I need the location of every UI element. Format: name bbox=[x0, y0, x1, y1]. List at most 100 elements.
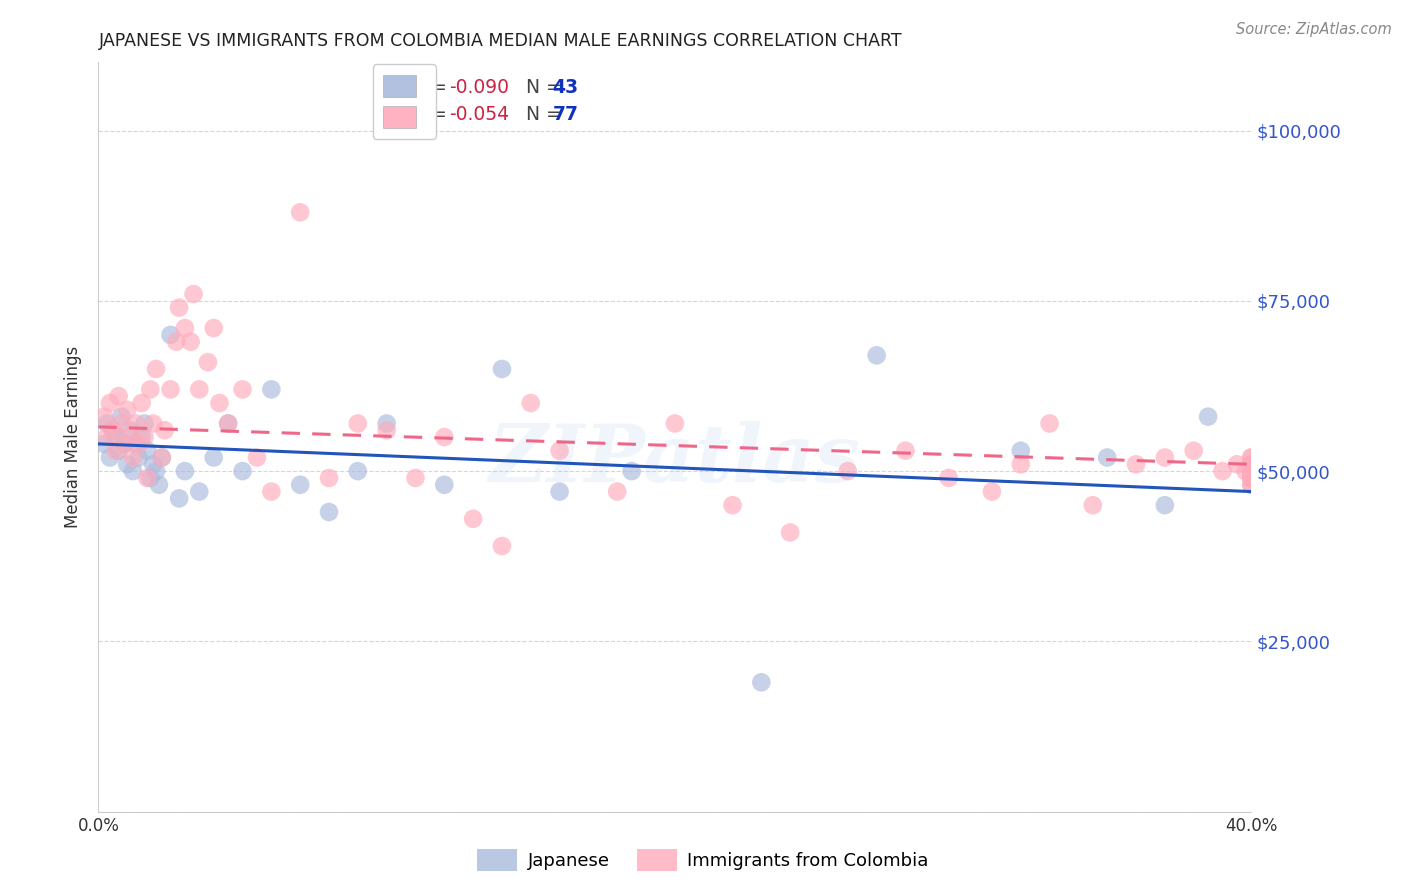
Point bbox=[117, 402, 139, 417]
Point bbox=[1240, 471, 1263, 485]
Point bbox=[131, 396, 153, 410]
Point bbox=[290, 477, 312, 491]
Point bbox=[93, 437, 115, 451]
Point bbox=[1240, 450, 1263, 465]
Point bbox=[318, 505, 340, 519]
Point bbox=[145, 464, 167, 478]
Point bbox=[180, 334, 202, 349]
Point bbox=[260, 383, 283, 397]
Point bbox=[866, 348, 889, 362]
Point bbox=[938, 471, 960, 485]
Point bbox=[231, 464, 254, 478]
Point bbox=[150, 450, 173, 465]
Point bbox=[1234, 464, 1257, 478]
Point bbox=[491, 362, 513, 376]
Point bbox=[197, 355, 219, 369]
Point bbox=[188, 484, 211, 499]
Point bbox=[101, 423, 124, 437]
Point bbox=[122, 450, 145, 465]
Point bbox=[1197, 409, 1219, 424]
Point bbox=[98, 450, 121, 465]
Point bbox=[231, 383, 254, 397]
Point bbox=[112, 437, 135, 451]
Text: 77: 77 bbox=[553, 105, 579, 124]
Point bbox=[1240, 458, 1263, 472]
Point bbox=[1154, 450, 1177, 465]
Point bbox=[520, 396, 543, 410]
Point bbox=[153, 423, 176, 437]
Legend: Japanese, Immigrants from Colombia: Japanese, Immigrants from Colombia bbox=[470, 842, 936, 879]
Point bbox=[93, 409, 115, 424]
Y-axis label: Median Male Earnings: Median Male Earnings bbox=[65, 346, 83, 528]
Point bbox=[491, 539, 513, 553]
Point bbox=[128, 437, 150, 451]
Point bbox=[112, 437, 135, 451]
Point bbox=[101, 423, 124, 437]
Point bbox=[433, 430, 456, 444]
Point bbox=[606, 484, 628, 499]
Point bbox=[1240, 477, 1263, 491]
Point bbox=[405, 471, 427, 485]
Point bbox=[145, 362, 167, 376]
Point bbox=[174, 321, 197, 335]
Point bbox=[159, 327, 181, 342]
Point bbox=[202, 321, 225, 335]
Point bbox=[346, 417, 368, 431]
Point bbox=[1240, 464, 1263, 478]
Point bbox=[202, 450, 225, 465]
Point bbox=[981, 484, 1004, 499]
Text: R =: R = bbox=[412, 78, 453, 97]
Point bbox=[1010, 443, 1032, 458]
Text: R =: R = bbox=[412, 105, 453, 124]
Point bbox=[664, 417, 686, 431]
Point bbox=[122, 464, 145, 478]
Point bbox=[375, 417, 398, 431]
Point bbox=[217, 417, 239, 431]
Point bbox=[188, 383, 211, 397]
Point bbox=[107, 389, 129, 403]
Point bbox=[139, 471, 162, 485]
Point bbox=[346, 464, 368, 478]
Point bbox=[548, 484, 571, 499]
Point bbox=[894, 443, 917, 458]
Point bbox=[110, 417, 132, 431]
Point bbox=[131, 430, 153, 444]
Point bbox=[1240, 477, 1263, 491]
Point bbox=[837, 464, 859, 478]
Point bbox=[779, 525, 801, 540]
Point bbox=[548, 443, 571, 458]
Point bbox=[721, 498, 744, 512]
Point bbox=[1154, 498, 1177, 512]
Legend: , : , bbox=[373, 64, 436, 139]
Point bbox=[120, 423, 142, 437]
Point bbox=[148, 477, 170, 491]
Point bbox=[142, 458, 165, 472]
Point bbox=[1240, 464, 1263, 478]
Point bbox=[1125, 458, 1147, 472]
Point bbox=[142, 417, 165, 431]
Point bbox=[433, 477, 456, 491]
Point bbox=[1240, 450, 1263, 465]
Point bbox=[1039, 417, 1062, 431]
Text: 43: 43 bbox=[553, 78, 579, 97]
Point bbox=[136, 471, 159, 485]
Point bbox=[150, 450, 173, 465]
Point bbox=[375, 423, 398, 437]
Point bbox=[246, 450, 269, 465]
Point bbox=[125, 417, 148, 431]
Point bbox=[104, 443, 127, 458]
Point bbox=[167, 491, 190, 506]
Point bbox=[98, 396, 121, 410]
Point bbox=[751, 675, 773, 690]
Point bbox=[1182, 443, 1205, 458]
Point bbox=[120, 430, 142, 444]
Point bbox=[1081, 498, 1104, 512]
Point bbox=[167, 301, 190, 315]
Text: -0.090: -0.090 bbox=[449, 78, 509, 97]
Point bbox=[183, 287, 205, 301]
Point bbox=[134, 430, 156, 444]
Point bbox=[134, 417, 156, 431]
Point bbox=[174, 464, 197, 478]
Point bbox=[165, 334, 187, 349]
Point bbox=[620, 464, 643, 478]
